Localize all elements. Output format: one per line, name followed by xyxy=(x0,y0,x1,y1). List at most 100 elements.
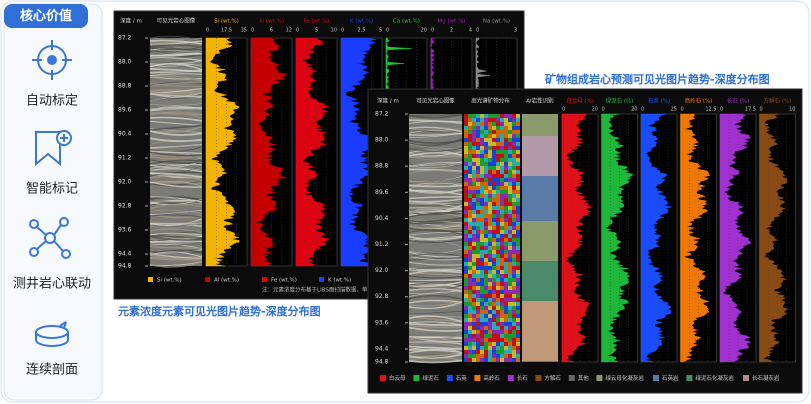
hyperspectral-pixel xyxy=(472,186,476,190)
hyperspectral-pixel xyxy=(464,170,468,174)
hyperspectral-pixel xyxy=(484,358,488,362)
hyperspectral-pixel xyxy=(504,298,508,302)
hyperspectral-pixel xyxy=(480,354,484,358)
core-texture xyxy=(408,282,463,286)
hyperspectral-pixel xyxy=(472,262,476,266)
hyperspectral-pixel xyxy=(488,258,492,262)
core-texture xyxy=(408,310,463,315)
hyperspectral-pixel xyxy=(464,230,468,234)
hyperspectral-pixel xyxy=(512,342,516,346)
core-texture xyxy=(149,228,203,233)
hyperspectral-pixel xyxy=(484,338,488,342)
hyperspectral-pixel xyxy=(484,334,488,338)
hyperspectral-pixel xyxy=(464,318,468,322)
sidebar-title: 核心价值 xyxy=(20,8,72,24)
scale-label: 0 xyxy=(562,107,565,113)
hyperspectral-pixel xyxy=(492,322,496,326)
hyperspectral-pixel xyxy=(500,118,504,122)
hyperspectral-pixel xyxy=(516,158,520,162)
hyperspectral-pixel xyxy=(472,210,476,214)
hyperspectral-pixel xyxy=(480,334,484,338)
core-texture xyxy=(149,137,203,143)
hyperspectral-pixel xyxy=(508,322,512,326)
hyperspectral-pixel xyxy=(468,314,472,318)
hyperspectral-pixel xyxy=(488,150,492,154)
hyperspectral-pixel xyxy=(480,130,484,134)
depth-tick-label: 92.8 xyxy=(375,293,389,300)
hyperspectral-pixel xyxy=(516,314,520,318)
core-texture xyxy=(408,300,463,307)
core-texture xyxy=(408,267,463,273)
scale-label: 20 xyxy=(592,107,598,113)
hyperspectral-pixel xyxy=(512,114,516,118)
hyperspectral-pixel xyxy=(496,182,500,186)
hyperspectral-pixel xyxy=(464,258,468,262)
hyperspectral-pixel xyxy=(476,310,480,314)
hyperspectral-pixel xyxy=(480,290,484,294)
hyperspectral-pixel xyxy=(476,246,480,250)
hyperspectral-pixel xyxy=(476,294,480,298)
hyperspectral-pixel xyxy=(484,326,488,330)
hyperspectral-pixel xyxy=(476,306,480,310)
hyperspectral-pixel xyxy=(492,294,496,298)
hyperspectral-pixel xyxy=(480,266,484,270)
hyperspectral-pixel xyxy=(500,358,504,362)
core-texture xyxy=(408,351,463,355)
hyperspectral-pixel xyxy=(500,198,504,202)
hyperspectral-pixel xyxy=(480,278,484,282)
hyperspectral-pixel xyxy=(464,274,468,278)
core-texture xyxy=(149,252,203,259)
hyperspectral-pixel xyxy=(488,170,492,174)
core-texture xyxy=(408,235,463,241)
scale-label: 5 xyxy=(379,28,382,34)
core-texture xyxy=(408,196,463,200)
hyperspectral-pixel xyxy=(500,234,504,238)
core-texture xyxy=(149,232,203,236)
hyperspectral-pixel xyxy=(476,214,480,218)
hyperspectral-pixel xyxy=(488,242,492,246)
hyperspectral-pixel xyxy=(500,158,504,162)
hyperspectral-pixel xyxy=(468,214,472,218)
hyperspectral-pixel xyxy=(488,314,492,318)
hyperspectral-pixel xyxy=(468,186,472,190)
hyperspectral-pixel xyxy=(516,270,520,274)
hyperspectral-pixel xyxy=(472,142,476,146)
legend-label: 绿泥石化凝灰岩 xyxy=(695,374,734,382)
hyperspectral-pixel xyxy=(496,294,500,298)
core-texture xyxy=(408,138,463,147)
core-texture xyxy=(149,241,203,247)
hyperspectral-pixel xyxy=(512,190,516,194)
hyperspectral-pixel xyxy=(496,210,500,214)
scale-label: 0 xyxy=(476,28,479,34)
legend-label: Si (wt.%) xyxy=(157,278,182,284)
hyperspectral-pixel xyxy=(496,170,500,174)
depth-tick-label: 88.8 xyxy=(375,163,389,170)
hyperspectral-pixel xyxy=(484,166,488,170)
hyperspectral-pixel xyxy=(480,358,484,362)
hyperspectral-pixel xyxy=(512,286,516,290)
column-header: AI岩性识别 xyxy=(526,97,553,105)
hyperspectral-pixel xyxy=(484,266,488,270)
hyperspectral-pixel xyxy=(468,286,472,290)
hyperspectral-pixel xyxy=(512,350,516,354)
core-texture xyxy=(408,126,463,133)
hyperspectral-pixel xyxy=(468,222,472,226)
core-texture xyxy=(149,168,203,173)
hyperspectral-pixel xyxy=(516,138,520,142)
hyperspectral-pixel xyxy=(504,246,508,250)
hyperspectral-pixel xyxy=(464,174,468,178)
hyperspectral-pixel xyxy=(512,238,516,242)
core-texture xyxy=(149,172,203,178)
core-texture xyxy=(408,280,463,283)
hyperspectral-pixel xyxy=(484,278,488,282)
hyperspectral-pixel xyxy=(512,210,516,214)
hyperspectral-pixel xyxy=(468,322,472,326)
hyperspectral-pixel xyxy=(476,178,480,182)
profile xyxy=(561,113,593,363)
hyperspectral-pixel xyxy=(472,202,476,206)
core-texture xyxy=(149,165,203,174)
scale-label: 4 xyxy=(469,28,472,34)
hyperspectral-pixel xyxy=(468,334,472,338)
hyperspectral-pixel xyxy=(472,170,476,174)
hyperspectral-pixel xyxy=(492,314,496,318)
